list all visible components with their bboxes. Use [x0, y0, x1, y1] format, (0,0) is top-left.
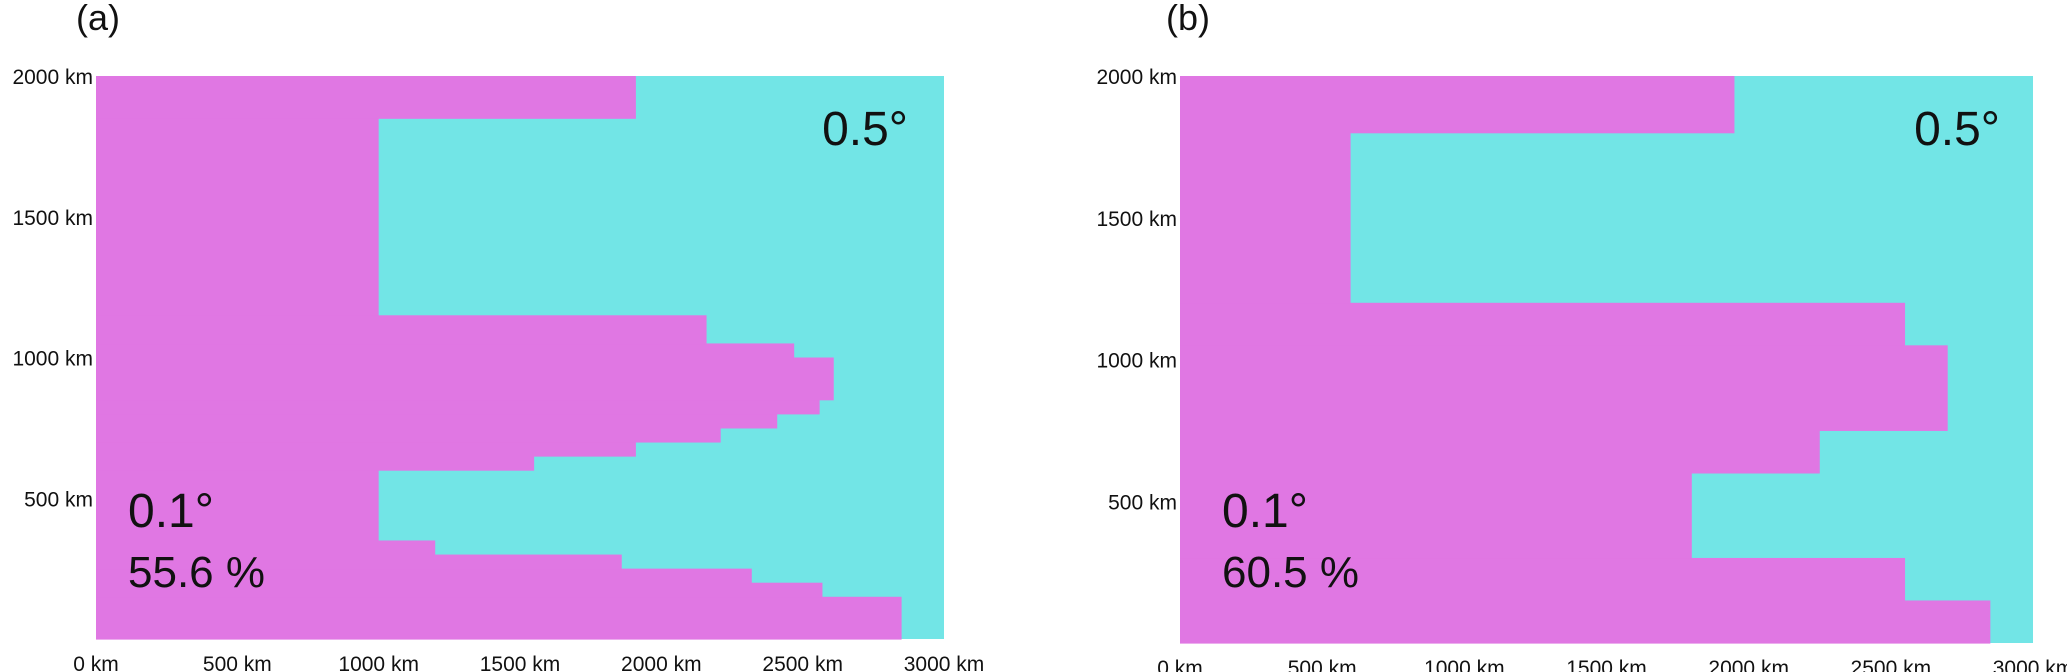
- fine-region-segment: [96, 413, 778, 429]
- fine-region-segment: [1180, 472, 1692, 559]
- fine-region-segment: [96, 343, 795, 359]
- x-tick-label: 0 km: [73, 653, 119, 672]
- fine-resolution-label: 0.1°: [1222, 485, 1308, 538]
- fine-region-segment: [96, 441, 636, 457]
- x-tick-label: 1500 km: [1566, 657, 1647, 672]
- coarse-resolution-label: 0.5°: [1914, 103, 2000, 156]
- fine-percentage-label: 55.6 %: [128, 548, 265, 597]
- x-tick-label: 1000 km: [1424, 657, 1505, 672]
- y-axis-ticks: 500 km 1000 km 1500 km 2000 km: [12, 66, 93, 511]
- x-axis-ticks: 0 km 500 km 1000 km 1500 km 2000 km 2500 km 30…: [73, 653, 984, 672]
- x-tick-label: 1500 km: [480, 653, 561, 672]
- x-tick-label: 2000 km: [1708, 657, 1789, 672]
- fine-region-segment: [96, 554, 622, 570]
- fine-region: [96, 76, 902, 640]
- fine-region-segment: [96, 427, 721, 443]
- fine-region-segment: [1180, 600, 1991, 644]
- fine-region-segment: [96, 540, 436, 556]
- y-tick-label: 1500 km: [1096, 208, 1177, 231]
- fine-region-segment: [1180, 302, 1906, 346]
- x-tick-label: 500 km: [1288, 657, 1357, 672]
- panel-b: (b) 0 km 500 km 1000 km 1500 km 2000 km 2500 …: [1096, 0, 2067, 672]
- x-tick-label: 3000 km: [1993, 657, 2067, 672]
- x-tick-label: 1000 km: [338, 653, 419, 672]
- fine-region-segment: [96, 357, 834, 401]
- x-tick-label: 2000 km: [621, 653, 702, 672]
- fine-region-segment: [1180, 345, 1948, 431]
- fine-region-segment: [1180, 430, 1820, 474]
- fine-region-segment: [96, 399, 820, 415]
- fine-percentage-label: 60.5 %: [1222, 548, 1359, 597]
- x-axis-ticks: 0 km 500 km 1000 km 1500 km 2000 km 2500 km 30…: [1157, 657, 2067, 672]
- panel-a: (a) 0 km 500 km 1000 km 1500 km 2000 km 2500 …: [12, 0, 984, 672]
- fine-region-segment: [1180, 132, 1351, 304]
- x-tick-label: 3000 km: [904, 653, 985, 672]
- fine-region-segment: [96, 568, 752, 584]
- y-tick-label: 2000 km: [1096, 66, 1177, 89]
- y-tick-label: 2000 km: [12, 66, 93, 89]
- y-tick-label: 1000 km: [1096, 350, 1177, 373]
- y-tick-label: 1500 km: [12, 207, 93, 230]
- y-tick-label: 500 km: [1108, 491, 1177, 514]
- fine-region-segment: [1180, 76, 1735, 134]
- x-tick-label: 0 km: [1157, 657, 1203, 672]
- fine-region-segment: [96, 456, 535, 471]
- y-tick-label: 500 km: [24, 488, 93, 511]
- fine-region-segment: [96, 76, 636, 119]
- fine-region-segment: [96, 118, 379, 316]
- coarse-resolution-label: 0.5°: [822, 103, 908, 156]
- fine-resolution-label: 0.1°: [128, 485, 214, 538]
- panel-label: (a): [76, 0, 120, 38]
- fine-region-segment: [96, 582, 823, 598]
- fine-region: [1180, 76, 1991, 644]
- fine-region-segment: [1180, 557, 1906, 602]
- fine-region-segment: [96, 596, 902, 640]
- x-tick-label: 2500 km: [762, 653, 843, 672]
- fine-region-segment: [96, 315, 707, 345]
- x-tick-label: 500 km: [203, 653, 272, 672]
- y-tick-label: 1000 km: [12, 348, 93, 371]
- fine-region-segment: [96, 470, 379, 542]
- x-tick-label: 2500 km: [1851, 657, 1932, 672]
- y-axis-ticks: 500 km 1000 km 1500 km 2000 km: [1096, 66, 1177, 514]
- panel-label: (b): [1166, 0, 1210, 38]
